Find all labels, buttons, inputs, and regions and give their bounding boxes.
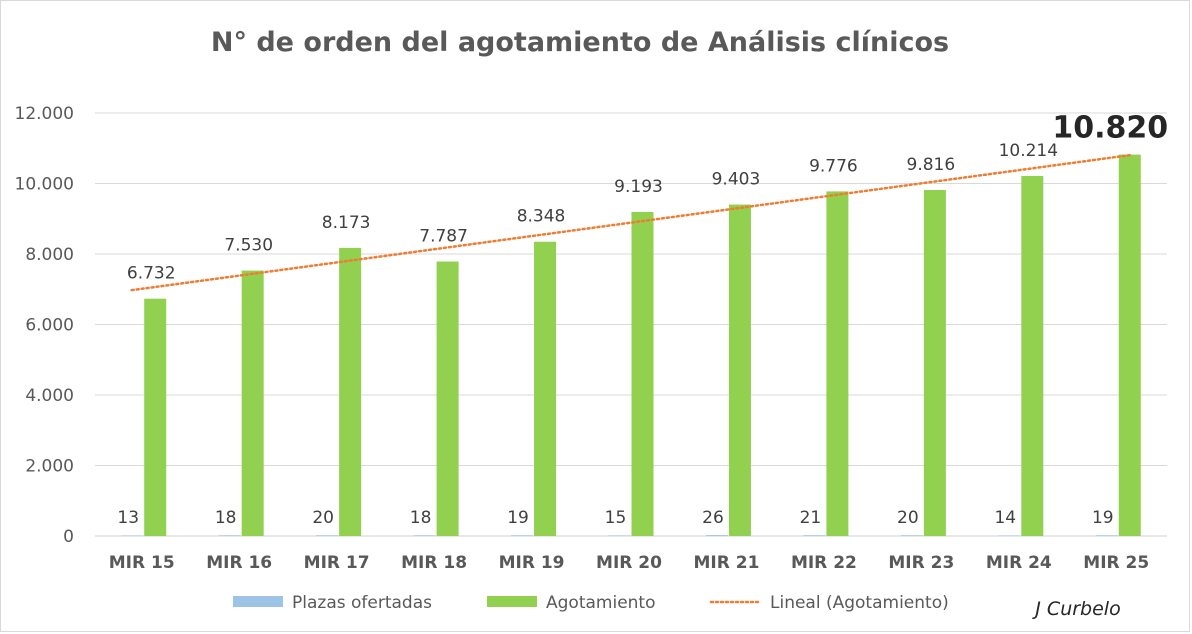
- bar-agotamiento: [339, 247, 362, 537]
- bar-plazas: [705, 535, 728, 536]
- bar-agotamiento: [534, 241, 557, 536]
- legend-label-plazas: Plazas ofertadas: [292, 593, 432, 613]
- bar-plazas: [608, 535, 631, 536]
- data-label-plazas: 19: [1092, 508, 1114, 528]
- bar-agotamiento: [241, 270, 264, 536]
- legend-swatch-plazas: [233, 596, 283, 607]
- bar-agotamiento: [144, 298, 167, 536]
- y-tick-label: 0: [63, 527, 74, 547]
- data-label-agotamiento: 9.403: [712, 170, 761, 190]
- data-label-agotamiento: 6.732: [127, 264, 176, 284]
- y-axis-ticks: 0 2.000 4.000 6.000 8.000 10.000 12.000: [15, 104, 74, 547]
- data-label-agotamiento: 7.787: [419, 227, 468, 247]
- x-tick-label: MIR 15: [109, 553, 175, 573]
- x-tick-label: MIR 16: [206, 553, 272, 573]
- bar-plazas: [900, 535, 923, 536]
- bars: [121, 154, 1141, 537]
- legend-label-agotamiento: Agotamiento: [546, 593, 656, 613]
- data-label-agotamiento: 10.214: [999, 141, 1058, 161]
- data-label-agotamiento: 9.776: [809, 156, 858, 176]
- chart-title: N° de orden del agotamiento de Análisis …: [211, 27, 949, 58]
- bar-plazas: [1095, 535, 1118, 536]
- grid: [95, 112, 1167, 537]
- x-tick-label: MIR 18: [401, 553, 467, 573]
- data-label-plazas: 20: [312, 508, 334, 528]
- data-label-agotamiento: 10.820: [1052, 111, 1168, 146]
- author-signature: J Curbelo: [1031, 598, 1120, 620]
- x-axis-ticks: MIR 15 MIR 16 MIR 17 MIR 18 MIR 19 MIR 20 MIR …: [109, 553, 1149, 573]
- data-label-plazas: 20: [897, 508, 919, 528]
- x-tick-label: MIR 19: [499, 553, 565, 573]
- y-tick-label: 8.000: [25, 245, 74, 265]
- bar-agotamiento: [631, 211, 654, 536]
- x-tick-label: MIR 23: [888, 553, 954, 573]
- bar-agotamiento: [728, 204, 751, 536]
- y-tick-label: 4.000: [25, 386, 74, 406]
- x-tick-label: MIR 20: [596, 553, 662, 573]
- data-label-agotamiento: 8.173: [322, 213, 371, 233]
- data-label-agotamiento: 9.193: [614, 177, 663, 197]
- y-tick-label: 2.000: [25, 457, 74, 477]
- bar-agotamiento: [1118, 154, 1141, 536]
- data-label-agotamiento: 9.816: [907, 155, 956, 175]
- data-label-plazas: 26: [702, 508, 724, 528]
- y-tick-label: 12.000: [15, 104, 74, 124]
- bar-agotamiento: [826, 191, 849, 536]
- bar-plazas: [803, 535, 826, 536]
- bar-plazas: [218, 535, 241, 536]
- data-label-plazas: 15: [605, 508, 627, 528]
- x-tick-label: MIR 25: [1083, 553, 1149, 573]
- data-label-plazas: 14: [994, 508, 1016, 528]
- x-tick-label: MIR 24: [986, 553, 1052, 573]
- bar-agotamiento: [923, 189, 946, 536]
- data-label-plazas: 18: [410, 508, 432, 528]
- x-tick-label: MIR 17: [304, 553, 370, 573]
- data-label-plazas: 21: [800, 508, 822, 528]
- y-tick-label: 10.000: [15, 175, 74, 195]
- bar-plazas: [413, 535, 436, 536]
- legend-label-trendline: Lineal (Agotamiento): [770, 593, 949, 613]
- data-label-plazas: 19: [507, 508, 529, 528]
- legend-swatch-agotamiento: [487, 596, 537, 607]
- legend: Plazas ofertadas Agotamiento Lineal (Agota…: [233, 593, 949, 613]
- data-label-plazas: 18: [215, 508, 237, 528]
- x-tick-label: MIR 21: [693, 553, 759, 573]
- trendline: [130, 153, 1132, 292]
- data-label-plazas: 13: [117, 508, 139, 528]
- bar-plazas: [316, 535, 339, 536]
- bar-agotamiento: [436, 261, 459, 536]
- data-label-agotamiento: 8.348: [517, 207, 566, 227]
- bar-plazas: [511, 535, 534, 536]
- bar-agotamiento: [1021, 175, 1044, 537]
- x-tick-label: MIR 22: [791, 553, 857, 573]
- y-tick-label: 6.000: [25, 316, 74, 336]
- data-labels: 13 6.732 18 7.530 20 8.173 18 7.787 19 8.348 15 9.1…: [117, 111, 1168, 528]
- trendline-group: [130, 153, 1132, 292]
- data-label-agotamiento: 7.530: [224, 236, 273, 256]
